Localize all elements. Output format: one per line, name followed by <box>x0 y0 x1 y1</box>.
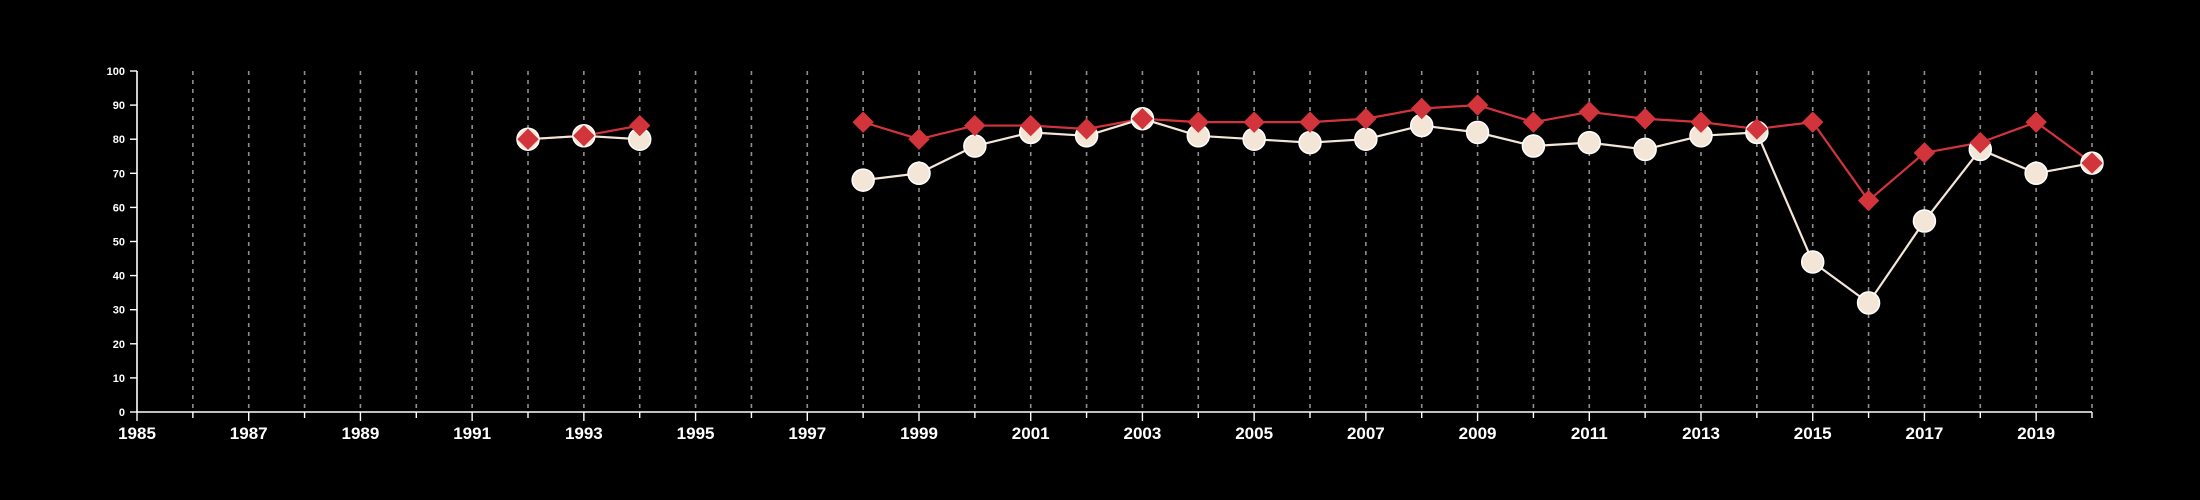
y-tick-label: 80 <box>113 134 125 146</box>
data-point <box>1856 291 1881 315</box>
x-tick-label: 1999 <box>900 424 938 443</box>
y-tick-label: 100 <box>107 66 125 78</box>
x-tick-label: 2003 <box>1124 424 1162 443</box>
x-tick-label: 2005 <box>1235 424 1273 443</box>
x-tick-label: 2011 <box>1571 424 1608 443</box>
data-point <box>2024 161 2048 186</box>
y-tick-label: 20 <box>113 339 125 351</box>
data-point <box>1075 118 1098 140</box>
y-tick-label: 70 <box>113 168 125 180</box>
data-point <box>1690 111 1712 133</box>
x-tick-label: 1997 <box>788 424 826 443</box>
data-point <box>851 168 875 192</box>
y-tick-label: 0 <box>119 407 125 419</box>
x-tick-label: 1989 <box>342 424 380 443</box>
axes: 0 10 20 30 40 50 60 70 80 90 100 1985 1987 1989 1991 19… <box>107 66 2093 443</box>
data-point <box>1131 108 1154 130</box>
data-point <box>1800 250 1825 274</box>
data-point <box>2081 152 2103 174</box>
data-point <box>1913 142 1936 164</box>
x-tick-label: 2015 <box>1794 424 1832 443</box>
x-tick-label: 2001 <box>1012 424 1050 443</box>
y-tick-label: 60 <box>113 202 125 214</box>
data-point <box>1299 111 1321 133</box>
y-tick-label: 50 <box>113 237 125 249</box>
data-point <box>1020 114 1042 137</box>
x-tick-label: 1987 <box>230 424 268 443</box>
y-tick-label: 90 <box>113 100 125 112</box>
data-point <box>1578 101 1600 123</box>
data-point <box>1466 94 1489 116</box>
data-point <box>1411 97 1433 120</box>
data-point <box>1857 189 1880 212</box>
data-point <box>1465 120 1490 145</box>
series <box>516 94 2104 315</box>
y-tick-label: 30 <box>113 305 125 317</box>
data-point <box>2025 111 2047 133</box>
data-point <box>1802 111 1824 133</box>
data-point <box>1187 111 1209 133</box>
data-point <box>573 125 595 147</box>
data-point <box>1355 108 1377 130</box>
data-point <box>1521 134 1546 158</box>
data-point <box>1746 118 1768 140</box>
data-point <box>852 111 874 133</box>
y-tick-label: 10 <box>113 373 125 385</box>
data-point <box>1912 209 1937 233</box>
x-tick-label: 1993 <box>565 424 603 443</box>
data-point <box>1298 130 1322 155</box>
data-point <box>1634 108 1656 130</box>
data-point <box>517 128 539 150</box>
data-point <box>1243 111 1265 133</box>
x-tick-label: 2007 <box>1347 424 1385 443</box>
y-tick-label: 40 <box>113 271 125 283</box>
data-point <box>1522 111 1545 133</box>
data-point <box>1633 137 1657 162</box>
x-tick-label: 2009 <box>1459 424 1497 443</box>
data-point <box>963 134 987 158</box>
data-point <box>1969 131 1991 154</box>
data-point <box>1354 127 1378 151</box>
x-tick-label: 2017 <box>1906 424 1944 443</box>
data-point <box>629 114 651 137</box>
x-tick-label: 1995 <box>677 424 715 443</box>
x-tick-label: 1985 <box>118 424 156 443</box>
x-tick-label: 2019 <box>2017 424 2055 443</box>
x-tick-label: 1991 <box>453 424 491 443</box>
data-point <box>908 128 930 150</box>
x-tick-label: 2013 <box>1682 424 1720 443</box>
data-point <box>964 114 986 137</box>
data-point <box>907 161 931 186</box>
data-point <box>1577 130 1602 155</box>
